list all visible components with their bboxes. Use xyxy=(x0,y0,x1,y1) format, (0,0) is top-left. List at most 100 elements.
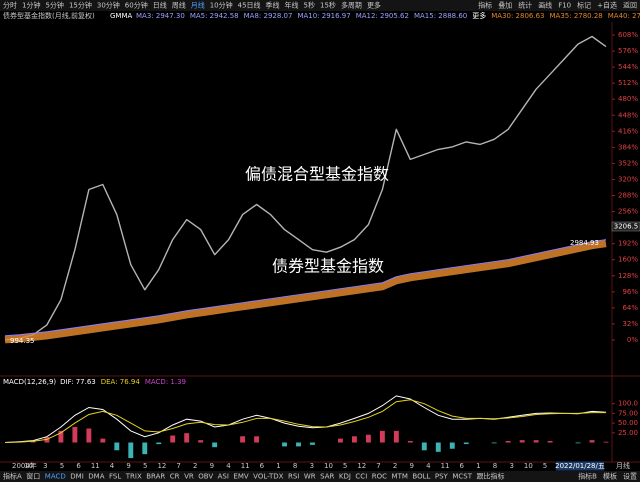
toolbar-button[interactable]: 统计 xyxy=(518,1,532,10)
indicator-tab[interactable]: TRIX xyxy=(125,473,142,481)
indicator-tab[interactable]: CCI xyxy=(355,473,367,481)
indicator-tab[interactable]: VR xyxy=(184,473,194,481)
indicator-tab[interactable]: EMV xyxy=(233,473,248,481)
macd-legend: MACD: 1.39 xyxy=(145,378,186,386)
toolbar-button[interactable]: 年线 xyxy=(285,1,299,10)
indicator-tab[interactable]: 指标A xyxy=(3,472,22,481)
toolbar-button[interactable]: 月线 xyxy=(191,1,205,10)
y-tick-label: 100.0 xyxy=(618,400,638,408)
macd-bar xyxy=(58,430,64,443)
indicator-tab[interactable]: BRAR xyxy=(146,473,165,481)
toolbar-button[interactable]: 多周期 xyxy=(341,1,362,10)
y-tick-label: 128% xyxy=(618,272,638,280)
toolbar-button[interactable]: 日线 xyxy=(153,1,167,10)
x-tick-label: 7 xyxy=(376,462,380,470)
indicator-tab[interactable]: BOLL xyxy=(412,473,430,481)
indicator-tab[interactable]: VOL-TDX xyxy=(253,473,284,481)
y-tick-label: 0% xyxy=(627,336,638,344)
x-tick-label: 5 xyxy=(60,462,64,470)
indicator-tab[interactable]: FSL xyxy=(109,473,121,481)
indicator-tab[interactable]: 跟比指标 xyxy=(477,472,505,481)
macd-bar xyxy=(379,430,385,443)
series-label: 偏债混合型基金指数 xyxy=(245,165,389,184)
toolbar-button[interactable]: F10 xyxy=(558,2,571,10)
indicator-tab[interactable]: KDJ xyxy=(339,473,351,481)
indicator-tab[interactable]: 指标B xyxy=(578,472,597,481)
macd-bar xyxy=(170,435,176,443)
toolbar-button[interactable]: 叠加 xyxy=(498,1,512,10)
macd-legend: DEA: 76.94 xyxy=(101,378,141,386)
toolbar-button[interactable]: 周线 xyxy=(172,1,186,10)
ma-label: MA8: 2928.07 xyxy=(244,12,293,20)
indicator-tab[interactable]: OBV xyxy=(198,473,213,481)
toolbar-button[interactable]: 1分钟 xyxy=(22,1,40,10)
y-tick-label: 448% xyxy=(618,111,638,119)
indicator-tab[interactable]: PSY xyxy=(435,473,449,481)
macd-bar xyxy=(296,442,301,447)
period: 月线 xyxy=(616,461,630,470)
toolbar-button[interactable]: 分时 xyxy=(3,1,17,10)
indicator-tab[interactable]: ROC xyxy=(372,473,387,481)
y-tick-label: 288% xyxy=(618,192,638,200)
toolbar-button[interactable]: +自选 xyxy=(597,1,617,10)
macd-bar xyxy=(86,428,92,443)
indicator-tab[interactable]: SAR xyxy=(320,473,334,481)
x-tick-label: 6 xyxy=(76,462,81,470)
y-tick-label: 192% xyxy=(618,240,638,248)
toolbar-button[interactable]: 15秒 xyxy=(320,1,336,10)
y-tick-label: 64% xyxy=(622,304,638,312)
x-tick-label: 11 xyxy=(241,462,250,470)
indicator-tab[interactable]: DMI xyxy=(70,473,84,481)
date-cursor-box xyxy=(556,461,604,471)
indicator-tab[interactable]: 窗口 xyxy=(26,472,40,481)
indicator-tab[interactable]: ASI xyxy=(218,473,229,481)
last-price: 3206.5 xyxy=(614,223,639,231)
x-tick-label: 2004年 xyxy=(12,461,37,470)
toolbar-button[interactable]: 30分钟 xyxy=(97,1,120,10)
toolbar-button[interactable]: 60分钟 xyxy=(125,1,148,10)
macd-bar xyxy=(407,440,413,443)
toolbar-button[interactable]: 画线 xyxy=(538,1,552,10)
toolbar-button[interactable]: 季线 xyxy=(266,1,280,10)
y-tick-label: 160% xyxy=(618,256,638,264)
macd-bar xyxy=(310,442,315,445)
indicator-tab[interactable]: MACD xyxy=(45,473,66,481)
toolbar-button[interactable]: 返回 xyxy=(623,2,637,10)
indicator-tab[interactable]: WR xyxy=(304,473,316,481)
ma-label: MA15: 2888.60 xyxy=(414,12,467,20)
indicator-tab[interactable]: 设置 xyxy=(623,472,637,481)
indicator-tab[interactable]: RSI xyxy=(288,473,299,481)
indicator-tab[interactable]: MTM xyxy=(392,473,408,481)
toolbar-button[interactable]: 标记 xyxy=(577,1,591,10)
x-tick-label: 4 xyxy=(426,462,431,470)
toolbar-button[interactable]: 5分钟 xyxy=(45,1,63,10)
x-tick-label: 9 xyxy=(126,462,130,470)
x-tick-label: 5 xyxy=(143,462,147,470)
y-tick-label: 608% xyxy=(618,31,638,39)
toolbar-button[interactable]: 15分钟 xyxy=(69,1,92,10)
toolbar-button[interactable]: 指标 xyxy=(478,1,492,10)
indicator-tab[interactable]: MCST xyxy=(452,473,472,481)
macd-bar xyxy=(575,442,581,444)
x-tick-label: 9 xyxy=(410,462,414,470)
toolbar-button[interactable]: 45日线 xyxy=(238,1,261,10)
ma-label: MA5: 2942.58 xyxy=(190,12,239,20)
toolbar-button[interactable]: 10分钟 xyxy=(210,1,233,10)
low-label: 994.35 xyxy=(10,337,35,345)
series-line xyxy=(4,240,607,344)
indicator-tab[interactable]: DMA xyxy=(88,473,104,481)
toolbar-button[interactable]: 5秒 xyxy=(304,1,315,10)
macd-bar xyxy=(421,442,427,451)
indicator-tab[interactable]: 模板 xyxy=(603,472,617,481)
x-tick-label: 6 xyxy=(459,462,464,470)
x-tick-label: 10 xyxy=(524,462,533,470)
indicator-tab[interactable]: CR xyxy=(170,473,180,481)
macd-bar xyxy=(240,436,246,443)
ma-label: 更多 xyxy=(472,11,486,20)
y-tick-label: 480% xyxy=(618,95,638,103)
toolbar-button[interactable]: 更多 xyxy=(367,1,381,10)
ma-label: MA40: 2754.19 xyxy=(608,12,640,20)
macd-bar xyxy=(128,442,134,459)
x-tick-label: 4 xyxy=(226,462,231,470)
